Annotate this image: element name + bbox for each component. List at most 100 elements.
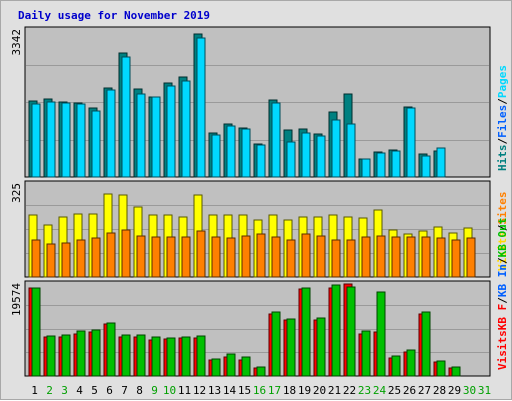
bar-bottom-kb-out-day-25 (391, 355, 401, 377)
day-label-4: 4 (76, 384, 83, 397)
bar-bottom-kb-out-day-17 (271, 311, 281, 377)
bar-bottom-kb-out-day-24 (376, 291, 386, 377)
bar-middle-sites-day-23 (361, 236, 371, 278)
bar-bottom-kb-out-day-4 (76, 330, 86, 377)
bar-top-pages-day-13 (211, 134, 221, 178)
side-label-bottom: VisitsKB F/KB In/KB Out (496, 218, 509, 370)
day-label-26: 26 (403, 384, 416, 397)
day-label-28: 28 (433, 384, 446, 397)
day-label-19: 19 (298, 384, 311, 397)
legend-entry-top-1: / (496, 138, 509, 145)
bar-bottom-kb-out-day-7 (121, 334, 131, 377)
bar-top-pages-day-22 (346, 123, 356, 178)
bar-top-pages-day-11 (181, 80, 191, 178)
day-label-2: 2 (46, 384, 53, 397)
side-label-top: Hits/Files/Pages (496, 65, 509, 171)
legend-entry-top-2: Files (496, 105, 509, 138)
day-label-25: 25 (388, 384, 401, 397)
day-label-13: 13 (208, 384, 221, 397)
day-label-31: 31 (478, 384, 491, 397)
legend-entry-bottom-5: KB Out (496, 218, 509, 258)
day-label-8: 8 (136, 384, 143, 397)
day-label-9: 9 (151, 384, 158, 397)
day-label-16: 16 (253, 384, 266, 397)
bar-bottom-kb-out-day-18 (286, 318, 296, 377)
bar-bottom-kb-out-day-15 (241, 356, 251, 377)
bar-middle-sites-day-11 (181, 236, 191, 278)
day-label-23: 23 (358, 384, 371, 397)
bar-middle-sites-day-8 (136, 235, 146, 278)
bar-top-pages-day-21 (331, 119, 341, 178)
bar-top-pages-day-23 (361, 158, 371, 178)
chart-title: Daily usage for November 2019 (18, 9, 211, 22)
bar-middle-sites-day-27 (421, 236, 431, 278)
bar-bottom-kb-out-day-6 (106, 322, 116, 377)
bar-middle-sites-day-9 (151, 236, 161, 278)
bar-bottom-kb-out-day-14 (226, 353, 236, 377)
bar-top-pages-day-9 (151, 96, 161, 178)
bar-bottom-kb-out-day-27 (421, 311, 431, 377)
bar-middle-sites-day-17 (271, 236, 281, 278)
day-label-29: 29 (448, 384, 461, 397)
bar-middle-sites-day-22 (346, 239, 356, 278)
bar-middle-sites-day-21 (331, 239, 341, 278)
bar-middle-sites-day-20 (316, 235, 326, 278)
legend-entry-top-3: / (496, 98, 509, 105)
bar-middle-sites-day-29 (451, 239, 461, 278)
legend-entry-bottom-0: Visits (496, 330, 509, 370)
bar-top-pages-day-16 (256, 144, 266, 178)
bar-middle-sites-day-13 (211, 236, 221, 278)
bar-bottom-kb-out-day-2 (46, 335, 56, 377)
bar-top-pages-day-20 (316, 135, 326, 178)
bar-bottom-kb-out-day-13 (211, 358, 221, 377)
legend-entry-middle-2: Sites (496, 192, 509, 225)
bar-top-pages-day-12 (196, 37, 206, 178)
bar-top-pages-day-17 (271, 102, 281, 178)
day-label-6: 6 (106, 384, 113, 397)
day-label-7: 7 (121, 384, 128, 397)
bar-bottom-kb-out-day-1 (31, 287, 41, 377)
bar-middle-sites-day-30 (466, 237, 476, 278)
bar-bottom-kb-out-day-16 (256, 366, 266, 377)
bar-top-pages-day-15 (241, 128, 251, 178)
bar-bottom-kb-out-day-21 (331, 284, 341, 377)
bar-middle-sites-day-18 (286, 239, 296, 278)
bar-bottom-kb-out-day-5 (91, 329, 101, 377)
bar-middle-sites-day-7 (121, 229, 131, 278)
day-label-22: 22 (343, 384, 356, 397)
bar-top-pages-day-19 (301, 132, 311, 178)
day-label-17: 17 (268, 384, 281, 397)
bar-top-pages-day-2 (46, 101, 56, 178)
bar-middle-sites-day-19 (301, 233, 311, 278)
bar-top-pages-day-7 (121, 56, 131, 178)
day-label-24: 24 (373, 384, 387, 397)
y-max-label-bottom: 19574 (10, 283, 23, 316)
bar-top-pages-day-8 (136, 93, 146, 178)
day-label-14: 14 (223, 384, 237, 397)
legend-entry-bottom-1: KB F (496, 304, 509, 331)
bar-top-pages-day-6 (106, 89, 116, 178)
bar-middle-sites-day-24 (376, 235, 386, 278)
bar-top-pages-day-24 (376, 152, 386, 178)
bar-bottom-kb-out-day-29 (451, 366, 461, 377)
day-label-27: 27 (418, 384, 431, 397)
bar-bottom-kb-out-day-8 (136, 334, 146, 377)
day-label-30: 30 (463, 384, 476, 397)
bar-top-pages-day-25 (391, 150, 401, 178)
day-label-18: 18 (283, 384, 296, 397)
bar-top-pages-day-14 (226, 125, 236, 178)
bar-middle-sites-day-15 (241, 235, 251, 278)
bar-middle-sites-day-2 (46, 243, 56, 278)
bar-top-pages-day-4 (76, 103, 86, 178)
side-label-middle: Visits/Sites (496, 192, 509, 272)
day-label-1: 1 (31, 384, 38, 397)
bar-middle-sites-day-1 (31, 239, 41, 278)
bar-top-pages-day-10 (166, 85, 176, 178)
day-label-15: 15 (238, 384, 251, 397)
y-max-label-top: 3342 (10, 29, 23, 56)
legend-entry-middle-0: Visits (496, 231, 509, 271)
legend-entry-top-0: Hits (496, 145, 509, 172)
day-label-3: 3 (61, 384, 68, 397)
